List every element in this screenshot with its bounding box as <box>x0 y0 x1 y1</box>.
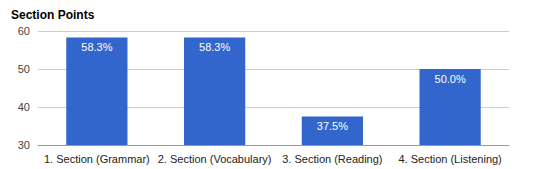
svg-text:50: 50 <box>18 63 30 75</box>
svg-text:30: 30 <box>18 139 30 151</box>
svg-text:50.0%: 50.0% <box>435 73 466 85</box>
svg-text:Section Points: Section Points <box>11 8 95 22</box>
svg-text:3. Section (Reading): 3. Section (Reading) <box>282 153 382 165</box>
svg-text:1. Section (Grammar): 1. Section (Grammar) <box>44 153 150 165</box>
svg-text:58.3%: 58.3% <box>81 41 112 53</box>
svg-text:2. Section (Vocabulary): 2. Section (Vocabulary) <box>158 153 272 165</box>
svg-text:40: 40 <box>18 101 30 113</box>
svg-text:58.3%: 58.3% <box>199 41 230 53</box>
svg-text:4. Section (Listening): 4. Section (Listening) <box>398 153 501 165</box>
svg-text:37.5%: 37.5% <box>317 120 348 132</box>
svg-text:60: 60 <box>18 25 30 37</box>
